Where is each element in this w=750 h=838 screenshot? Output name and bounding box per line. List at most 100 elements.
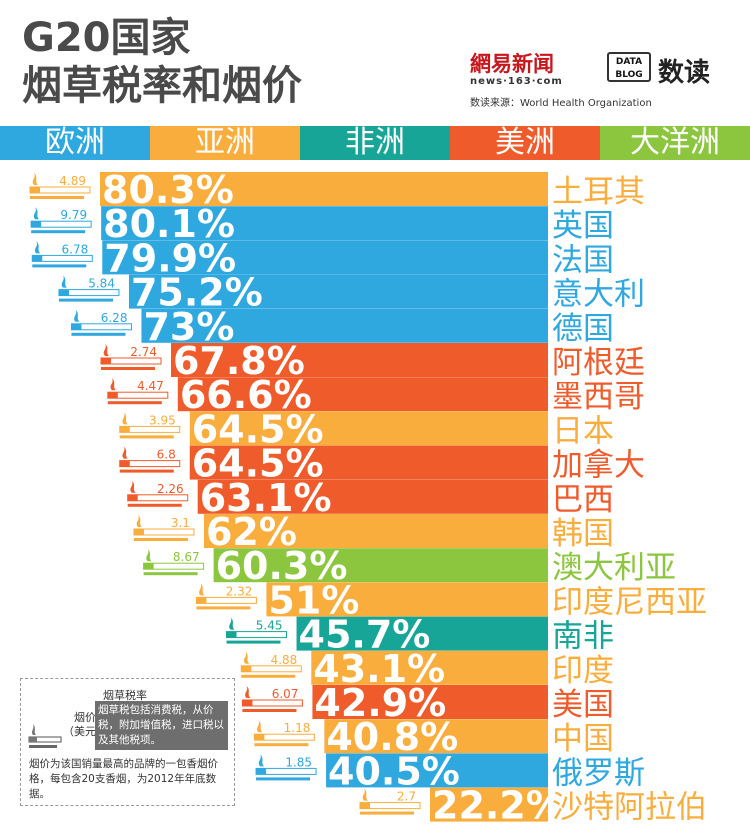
country-label: 巴西 bbox=[552, 482, 614, 518]
tax-label: 60.3% bbox=[216, 544, 348, 588]
price-label: 9.79 bbox=[60, 208, 87, 222]
cigarette-shadow bbox=[143, 572, 198, 576]
note-price-label-line1: 烟价 bbox=[74, 711, 96, 724]
price-label: 8.67 bbox=[173, 550, 200, 564]
cigarette-filter bbox=[58, 289, 69, 296]
tax-label: 80.3% bbox=[102, 168, 234, 212]
price-label: 2.32 bbox=[226, 584, 253, 598]
cigarette-shadow bbox=[100, 367, 155, 370]
tax-bar bbox=[189, 411, 548, 446]
cigarette-shadow bbox=[360, 811, 414, 815]
cigarette-filter bbox=[30, 187, 40, 193]
tax-label: 62% bbox=[206, 510, 297, 554]
price-label: 4.89 bbox=[59, 174, 86, 188]
price-label: 4.88 bbox=[271, 653, 298, 667]
price-label: 5.84 bbox=[88, 277, 115, 291]
tax-bar bbox=[430, 787, 548, 822]
smoke-icon bbox=[61, 275, 67, 288]
cigarette-shadow bbox=[107, 401, 162, 405]
cigarette-filter bbox=[127, 494, 138, 501]
smoke-icon bbox=[257, 720, 263, 733]
cigarette-filter bbox=[100, 358, 111, 364]
cigarette-shadow bbox=[32, 264, 87, 268]
tax-label: 64.5% bbox=[192, 407, 324, 451]
smoke-icon bbox=[122, 446, 128, 459]
legend-africa: 非洲 bbox=[300, 126, 450, 160]
smoke-icon bbox=[258, 754, 265, 767]
price-label: 1.18 bbox=[284, 721, 311, 735]
tax-bar bbox=[128, 274, 549, 309]
price-label: 6.8 bbox=[157, 448, 176, 462]
cigarette-filter bbox=[31, 221, 42, 228]
tax-bar bbox=[102, 240, 548, 275]
smoke-icon bbox=[35, 241, 41, 254]
cigarette-shadow bbox=[196, 606, 251, 610]
datablog-logo: DATA BLOG bbox=[607, 52, 651, 82]
smoke-icon bbox=[146, 549, 152, 562]
cigarette-shadow bbox=[127, 503, 182, 507]
country-label: 美国 bbox=[552, 687, 614, 723]
tax-label: 43.1% bbox=[313, 647, 445, 691]
tax-bar bbox=[296, 616, 548, 651]
tax-bar bbox=[189, 445, 548, 480]
cigarette-shadow bbox=[71, 332, 126, 336]
cigarette-shadow bbox=[254, 743, 309, 747]
legend-asia: 亚洲 bbox=[150, 126, 300, 160]
country-label: 英国 bbox=[552, 208, 614, 244]
price-label: 2.74 bbox=[130, 345, 157, 359]
tax-bar bbox=[312, 685, 548, 719]
tax-label: 73% bbox=[143, 305, 234, 349]
price-label: 3.1 bbox=[171, 516, 190, 530]
price-label: 2.26 bbox=[157, 482, 184, 496]
cigarette-shadow bbox=[30, 196, 84, 199]
tax-label: 79.9% bbox=[104, 236, 236, 280]
tax-label: 42.9% bbox=[314, 681, 446, 725]
price-label: 4.47 bbox=[137, 379, 164, 393]
netease-news-logo: 網易新闻 bbox=[470, 51, 554, 76]
country-label: 南非 bbox=[552, 619, 614, 655]
cigarette-filter bbox=[360, 802, 370, 809]
tax-label: 64.5% bbox=[192, 442, 324, 486]
tax-label: 40.5% bbox=[328, 749, 460, 793]
smoke-icon bbox=[122, 412, 128, 425]
legend-oceania: 大洋洲 bbox=[600, 126, 750, 160]
tax-bar bbox=[326, 753, 548, 788]
cigarette-shadow bbox=[256, 777, 311, 781]
cigarette-filter bbox=[241, 665, 252, 672]
smoke-icon bbox=[362, 788, 368, 801]
price-label: 6.07 bbox=[272, 687, 299, 701]
tax-bar bbox=[170, 343, 548, 377]
country-label: 法国 bbox=[552, 242, 614, 278]
datablog-line2: BLOG bbox=[615, 70, 643, 80]
smoke-icon bbox=[74, 309, 80, 322]
tax-bar bbox=[203, 514, 549, 548]
tax-bar bbox=[197, 479, 548, 514]
brand-url: news·163·com bbox=[470, 76, 563, 87]
smoke-icon bbox=[136, 515, 142, 527]
note-tax-description: 烟草税包括消费税，从价税，附加增值税，进口税以及其他税项。 bbox=[95, 701, 228, 750]
tax-label: 63.1% bbox=[200, 476, 332, 520]
tax-label: 51% bbox=[268, 578, 359, 622]
cigarette-filter bbox=[196, 597, 207, 604]
tax-label: 22.2% bbox=[432, 784, 564, 828]
cigarette-shadow bbox=[226, 640, 281, 644]
smoke-icon bbox=[245, 686, 251, 698]
price-label: 3.95 bbox=[149, 413, 176, 427]
note-price-description: 烟价为该国销量最高的品牌的一包香烟价格，每包含20支香烟，为2012年年底数据。 bbox=[29, 758, 218, 800]
cigarette-filter bbox=[143, 563, 154, 570]
region-legend: 欧洲 亚洲 非洲 美洲 大洋洲 bbox=[0, 126, 750, 160]
cigarette-icon bbox=[28, 724, 62, 748]
shudu-brand: 数读 bbox=[658, 58, 711, 88]
note-tax-title: 烟草税率 bbox=[103, 689, 147, 702]
tax-bar bbox=[141, 308, 548, 343]
data-source: 数读来源：World Health Organization bbox=[470, 98, 652, 109]
tax-bar bbox=[311, 650, 548, 685]
tax-bar bbox=[177, 377, 548, 412]
cigarette-filter bbox=[119, 460, 130, 467]
country-label: 土耳其 bbox=[552, 174, 645, 210]
cigarette-filter bbox=[107, 392, 118, 399]
tax-label: 45.7% bbox=[299, 613, 431, 657]
price-label: 6.78 bbox=[62, 242, 89, 256]
cigarette-filter bbox=[256, 768, 267, 775]
smoke-icon bbox=[229, 617, 235, 630]
